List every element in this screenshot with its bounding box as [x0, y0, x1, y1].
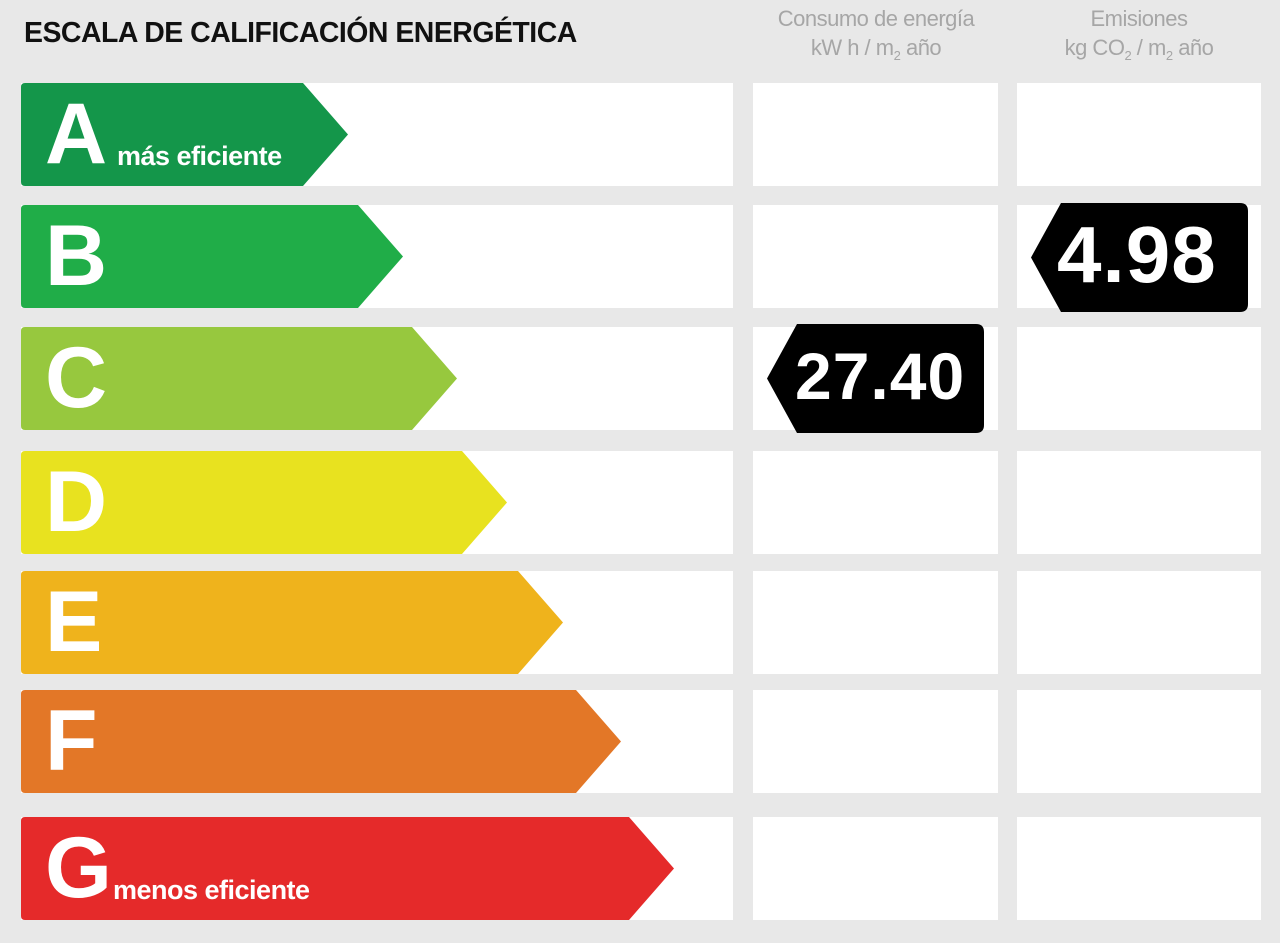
emisiones-cell-c [1017, 327, 1261, 430]
consumo-cell-g [753, 817, 998, 920]
rating-arrow-shape-b [21, 205, 403, 308]
consumo-header-line1: Consumo de energía [777, 6, 975, 31]
consumo-cell-b [753, 205, 998, 308]
rating-arrow-fill-b [21, 205, 403, 308]
consumo-result-badge-fill [767, 324, 984, 433]
page-title: ESCALA DE CALIFICACIÓN ENERGÉTICA [24, 17, 577, 49]
emisiones-cell-e [1017, 571, 1261, 674]
rating-arrow-shape-c [21, 327, 457, 430]
rating-letter-f: F [45, 693, 98, 789]
emisiones-result-value: 4.98 [1057, 210, 1217, 299]
emisiones-header-line1: Emisiones [1090, 6, 1188, 31]
consumo-column-header: Consumo de energía kW h / m2 año [753, 4, 999, 62]
rating-arrow-fill-f [21, 690, 621, 793]
emisiones-cell-a [1017, 83, 1261, 186]
emisiones-cell-f [1017, 690, 1261, 793]
consumo-cell-f [753, 690, 998, 793]
rating-letter-d: D [45, 454, 108, 550]
rating-letter-g: G [45, 820, 112, 916]
rating-arrow-shape-f [21, 690, 621, 793]
emisiones-column-header: Emisiones kg CO2 / m2 año [1017, 4, 1261, 62]
rating-letter-c: C [45, 330, 108, 426]
consumo-result-value: 27.40 [795, 339, 966, 413]
rating-arrow-shape-e [21, 571, 563, 674]
rating-arrow-fill-d [21, 451, 507, 554]
rating-label-a: más eficiente [117, 141, 282, 171]
rating-letter-b: B [45, 208, 108, 304]
rating-arrow-fill-e [21, 571, 563, 674]
consumo-cell-e [753, 571, 998, 674]
rating-arrow-shape-g [21, 817, 674, 920]
emisiones-result-badge: 4.98 [1031, 203, 1248, 312]
rating-arrow-d: D [21, 451, 507, 554]
rating-arrow-c: C [21, 327, 457, 430]
rating-arrow-e: E [21, 571, 563, 674]
rating-arrow-fill-c [21, 327, 457, 430]
rating-letter-e: E [45, 574, 103, 670]
consumo-result-badge: 27.40 [767, 324, 984, 433]
rating-arrow-fill-a [21, 83, 348, 186]
rating-letter-a: A [45, 86, 108, 182]
emisiones-cell-g [1017, 817, 1261, 920]
emisiones-header-unit: kg CO2 / m2 año [1064, 35, 1214, 63]
rating-arrow-b: B [21, 205, 403, 308]
emisiones-result-badge-shape [1031, 203, 1248, 312]
consumo-cell-d [753, 451, 998, 554]
rating-arrow-fill-g [21, 817, 674, 920]
emisiones-result-badge-fill [1031, 203, 1248, 312]
consumo-cell-a [753, 83, 998, 186]
rating-arrow-f: F [21, 690, 621, 793]
emisiones-cell-d [1017, 451, 1261, 554]
consumo-result-badge-shape [767, 324, 984, 433]
rating-arrow-shape-d [21, 451, 507, 554]
consumo-header-unit: kW h / m2 año [810, 35, 942, 63]
rating-label-g: menos eficiente [113, 875, 310, 905]
rating-arrow-shape-a [21, 83, 348, 186]
